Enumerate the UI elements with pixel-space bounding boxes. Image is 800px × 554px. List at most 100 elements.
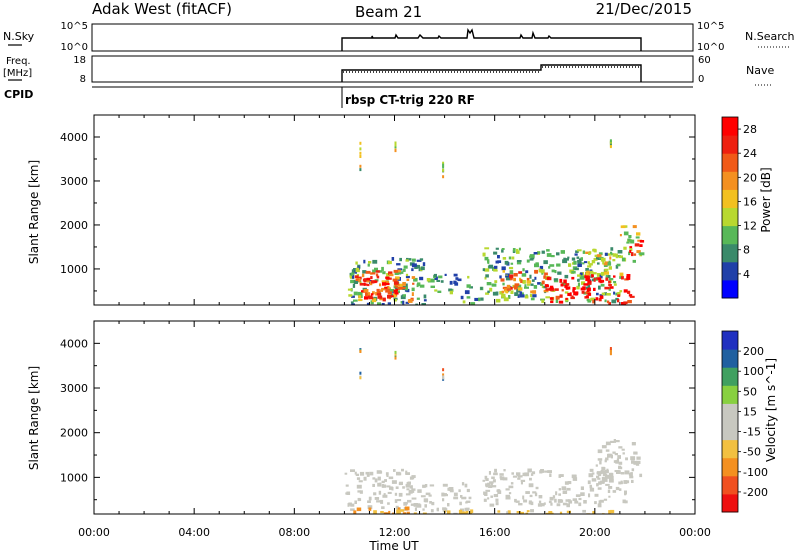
- power-cell: [414, 266, 418, 269]
- velocity-colorbar-tick-label: 100: [743, 365, 764, 378]
- velocity-cell: [587, 480, 591, 485]
- power-cell: [585, 291, 591, 295]
- velocity-cell: [549, 473, 552, 477]
- velocity-cell: [354, 471, 357, 475]
- power-cell: [480, 297, 484, 301]
- power-cell: [510, 286, 513, 290]
- power-cell: [352, 283, 356, 288]
- velocity-cell: [596, 483, 599, 487]
- power-cell: [567, 256, 570, 259]
- power-cell: [455, 277, 459, 280]
- velocity-cell: [367, 505, 373, 509]
- power-cell: [609, 286, 614, 289]
- power-cell: [566, 287, 569, 290]
- power-cell: [351, 295, 355, 298]
- power-cell: [560, 283, 564, 287]
- power-cell: [375, 273, 379, 277]
- velocity-colorbar-tick-label: -200: [743, 486, 768, 499]
- velocity-cell: [359, 376, 362, 380]
- power-cell: [411, 276, 416, 279]
- power-cell: [599, 274, 603, 279]
- power-cell: [619, 276, 623, 279]
- velocity-ylabel: Slant Range [km]: [27, 366, 41, 470]
- velocity-cell: [582, 509, 586, 513]
- power-cell: [395, 276, 400, 280]
- power-colorbar-tick-label: 24: [743, 147, 757, 160]
- freq-strip-frame: [91, 55, 694, 83]
- power-cell: [609, 143, 612, 147]
- velocity-cell: [564, 481, 569, 485]
- velocity-cell: [354, 500, 357, 504]
- velocity-cell: [397, 499, 402, 502]
- velocity-cell: [353, 510, 357, 514]
- power-cell: [574, 291, 579, 295]
- power-cell: [603, 292, 607, 296]
- power-cell: [585, 268, 589, 272]
- power-cell: [519, 291, 523, 296]
- velocity-cell: [503, 469, 506, 472]
- velocity-cell: [369, 471, 374, 476]
- velocity-cell: [490, 495, 493, 498]
- power-cell: [533, 252, 538, 255]
- velocity-cell: [397, 472, 402, 476]
- velocity-cell: [618, 461, 623, 465]
- velocity-cell: [424, 498, 429, 503]
- power-cell: [493, 251, 498, 255]
- power-cell: [604, 252, 608, 256]
- velocity-cell: [510, 482, 514, 485]
- power-cell: [390, 295, 394, 298]
- power-cell: [608, 266, 612, 270]
- power-cell: [358, 298, 363, 302]
- power-cell: [430, 285, 435, 288]
- velocity-cell: [523, 499, 528, 503]
- velocity-cell: [380, 511, 384, 514]
- power-cell: [554, 288, 559, 291]
- power-cell: [530, 290, 533, 293]
- power-cell: [372, 280, 378, 283]
- velocity-cell: [547, 470, 552, 473]
- velocity-cell: [385, 472, 389, 476]
- power-cell: [527, 283, 531, 286]
- velocity-cell: [514, 498, 517, 503]
- power-cell: [551, 269, 555, 273]
- power-cell: [591, 274, 594, 278]
- velocity-cell: [605, 457, 609, 461]
- velocity-ytick-label: 3000: [60, 382, 88, 395]
- power-cell: [619, 272, 624, 277]
- power-cell: [485, 274, 489, 278]
- power-cell: [605, 274, 608, 279]
- power-cell: [489, 287, 493, 292]
- velocity-cell: [517, 477, 521, 480]
- velocity-cell: [529, 477, 532, 481]
- velocity-cell: [350, 503, 355, 507]
- power-cell: [361, 273, 365, 278]
- power-cell: [563, 279, 567, 284]
- velocity-cell: [608, 472, 613, 477]
- power-cell: [558, 300, 564, 304]
- velocity-cell: [540, 469, 544, 473]
- velocity-cell: [561, 486, 567, 490]
- velocity-cell: [376, 500, 381, 503]
- power-cell: [394, 145, 397, 149]
- power-cell: [571, 270, 576, 274]
- power-cell: [491, 283, 497, 287]
- velocity-cell: [534, 492, 538, 497]
- power-cell: [394, 292, 399, 295]
- velocity-colorbar-segment: [722, 349, 738, 368]
- velocity-cell: [566, 487, 571, 491]
- velocity-cell: [594, 501, 597, 505]
- power-cell: [532, 290, 537, 294]
- power-cell: [423, 294, 427, 299]
- power-cell: [629, 247, 633, 251]
- power-cell: [361, 290, 364, 293]
- power-cell: [404, 289, 409, 292]
- velocity-cell: [589, 484, 592, 489]
- power-cell: [397, 290, 400, 294]
- velocity-cell: [624, 490, 627, 495]
- power-cell: [525, 270, 529, 274]
- power-cell: [544, 284, 549, 288]
- freq-trace: [341, 64, 642, 82]
- power-cell: [422, 262, 426, 266]
- velocity-cell: [394, 492, 398, 496]
- velocity-cell: [384, 479, 387, 482]
